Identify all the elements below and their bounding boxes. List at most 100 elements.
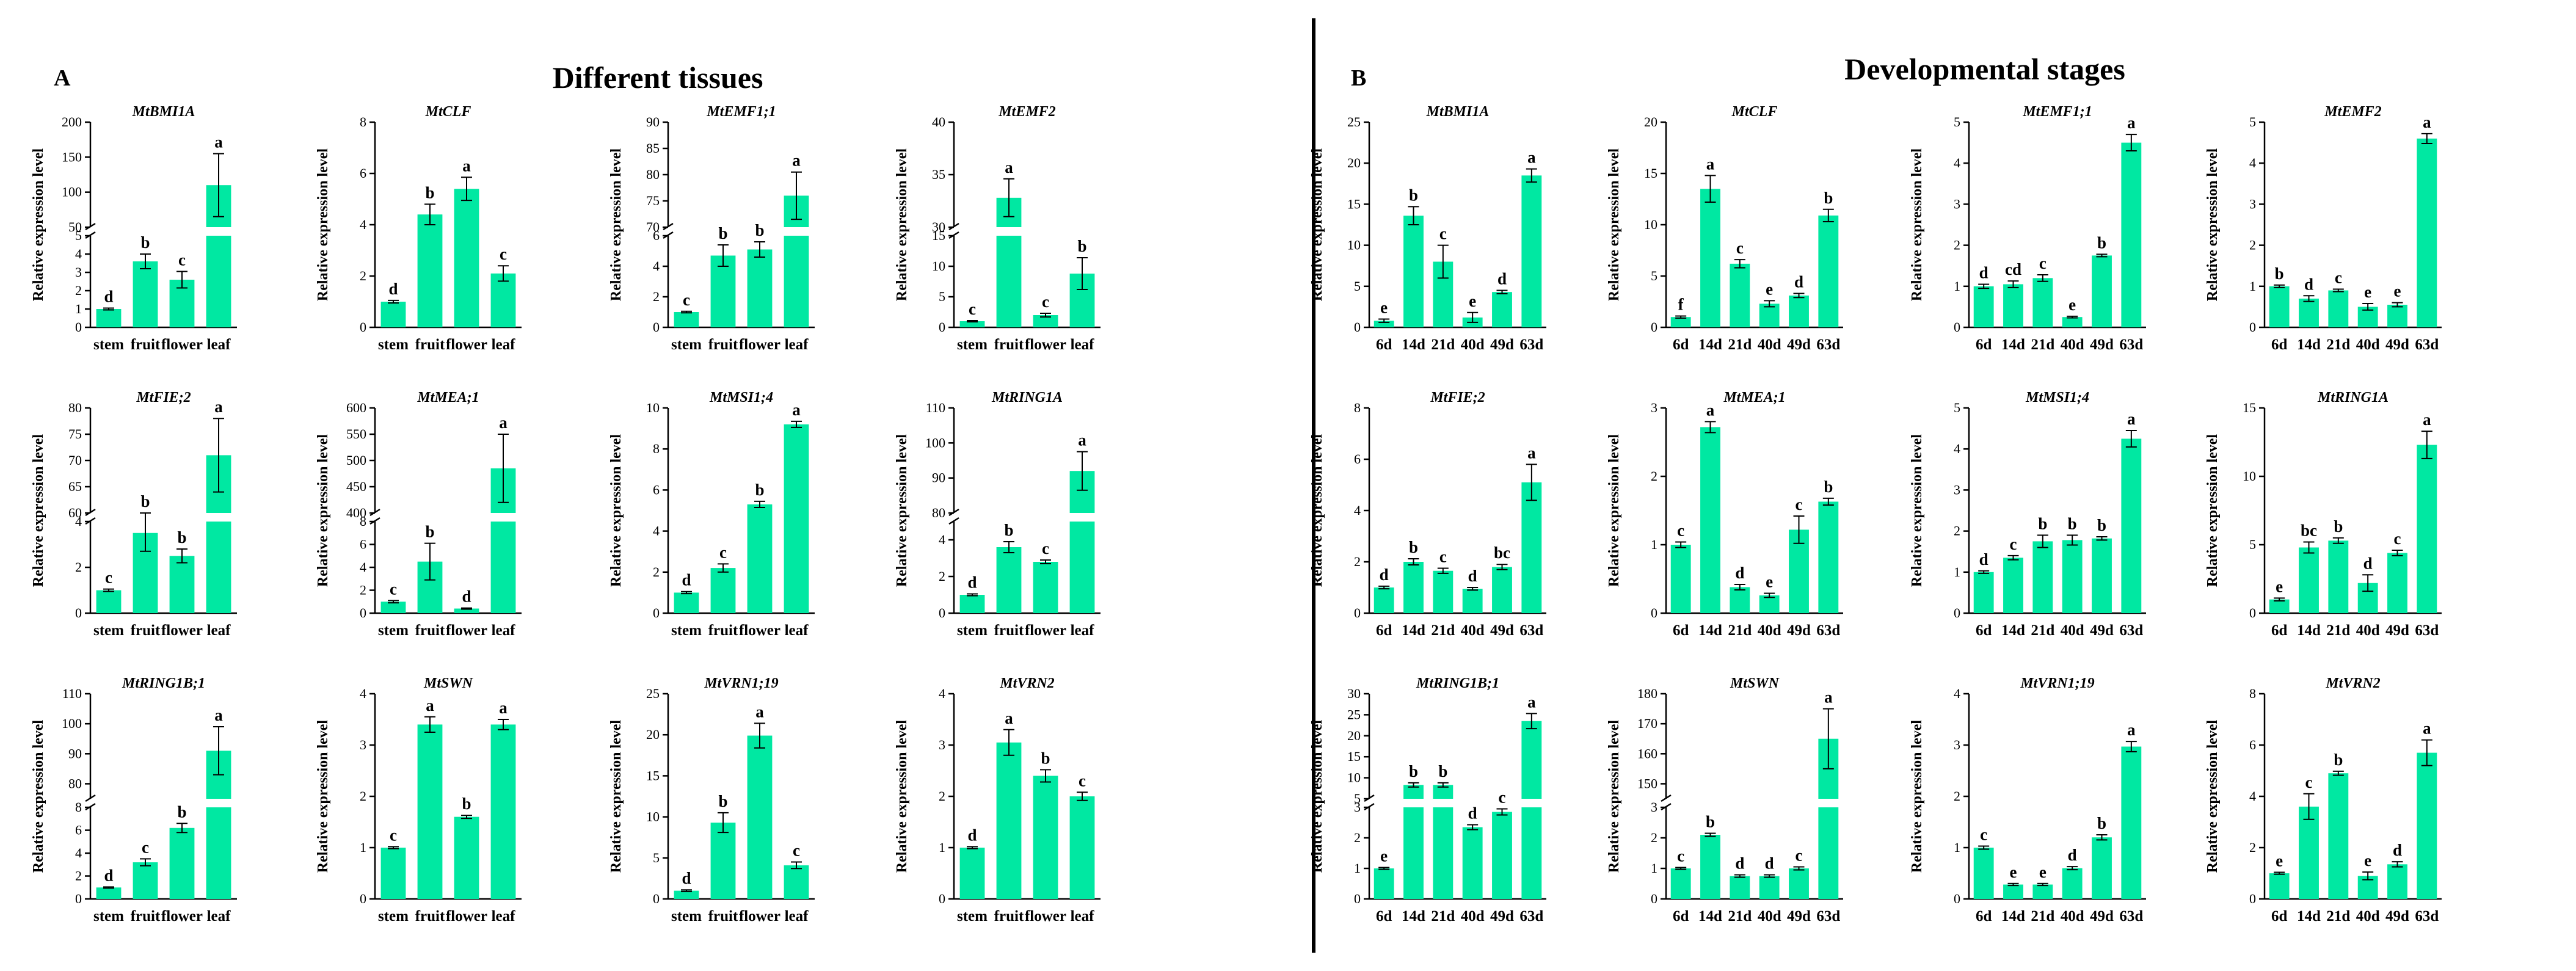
bar (2299, 547, 2319, 613)
y-tick-label: 3 (1354, 799, 1361, 815)
category-label: stem (957, 622, 988, 639)
y-tick-label: 180 (1637, 686, 1657, 701)
significance-letter: b (1438, 762, 1447, 780)
y-tick-label: 2 (360, 583, 366, 598)
bar (1374, 321, 1394, 327)
significance-letter: d (1735, 564, 1744, 582)
y-tick-label: 0 (653, 605, 660, 620)
y-tick-label: 1 (939, 840, 945, 855)
y-tick-label: 4 (360, 686, 366, 701)
bar (710, 255, 736, 327)
y-tick-label: 200 (62, 114, 82, 129)
y-tick-label: 600 (346, 400, 366, 415)
bar (1492, 567, 1512, 613)
category-label: 21d (1728, 908, 1752, 925)
y-tick-label: 8 (1354, 400, 1361, 415)
y-tick-label: 4 (2249, 788, 2256, 804)
y-tick-label: 1 (1954, 564, 1960, 580)
category-label: leaf (492, 908, 516, 925)
significance-letter: b (1409, 762, 1418, 780)
y-tick-label: 3 (1954, 737, 1960, 752)
y-tick-label: 160 (1637, 746, 1657, 761)
y-tick-label: 3 (939, 737, 945, 752)
category-label: 14d (1402, 908, 1425, 925)
bar (2092, 255, 2112, 327)
chart-b-2: 0 5 10 15 20 Relative expression level MtCLF f 6… (1606, 104, 1843, 353)
y-tick-label: 4 (1354, 503, 1361, 518)
y-tick-label: 0 (1954, 891, 1960, 906)
y-tick-label: 400 (346, 505, 366, 520)
significance-letter: e (2276, 851, 2283, 870)
bar (96, 309, 122, 327)
significance-letter: c (683, 291, 690, 309)
bar (959, 848, 985, 899)
bar (1789, 868, 1809, 899)
significance-letter: e (1766, 280, 1773, 298)
significance-letter: d (1765, 854, 1774, 873)
bar (2387, 305, 2407, 327)
chart-title: MtCLF (425, 104, 471, 120)
y-tick-label: 15 (1347, 749, 1361, 764)
y-axis-label: Relative expression level (2205, 434, 2221, 587)
y-tick-label: 30 (1347, 686, 1361, 701)
y-tick-label: 1 (360, 840, 366, 855)
category-label: 6d (1673, 908, 1689, 925)
y-axis-label: Relative expression level (1606, 720, 1622, 873)
category-label: 40d (2061, 908, 2084, 925)
y-tick-label: 6 (360, 537, 366, 552)
significance-letter: c (1980, 825, 1987, 843)
chart-b-5: 0 2 4 6 8 Relative expression level MtFIE;2 d 6d… (1309, 390, 1546, 639)
bar-break-gap (783, 227, 810, 236)
y-axis-label: Relative expression level (608, 148, 624, 302)
y-tick-label: 1 (1954, 840, 1960, 855)
bar (2121, 746, 2142, 899)
bar (2387, 864, 2407, 899)
category-label: fruit (708, 622, 738, 639)
y-tick-label: 0 (653, 319, 660, 335)
bar (1700, 835, 1720, 899)
significance-letter: e (2276, 577, 2283, 595)
category-label: 49d (2385, 622, 2409, 639)
y-tick-label: 2 (653, 564, 660, 580)
significance-letter: f (1678, 296, 1684, 314)
category-label: 63d (1816, 908, 1840, 925)
significance-letter: bc (1494, 544, 1510, 562)
significance-letter: a (214, 398, 223, 416)
category-label: flower (739, 622, 780, 639)
y-tick-label: 550 (346, 426, 366, 442)
y-tick-label: 5 (1354, 278, 1361, 294)
y-tick-label: 65 (68, 479, 82, 494)
significance-letter: a (214, 706, 223, 724)
category-label: 49d (2385, 908, 2409, 925)
bar-break-gap (205, 227, 232, 236)
y-tick-label: 90 (932, 470, 945, 486)
significance-letter: c (793, 842, 800, 860)
significance-letter: d (1979, 550, 1988, 569)
bar (1462, 827, 1483, 899)
bar (996, 742, 1022, 899)
category-label: leaf (1071, 622, 1095, 639)
category-label: 21d (2326, 622, 2350, 639)
y-tick-label: 0 (1354, 891, 1361, 906)
significance-letter: c (719, 543, 727, 561)
bar (2121, 142, 2142, 327)
bar (2032, 884, 2053, 899)
category-label: fruit (415, 336, 445, 353)
y-tick-label: 2 (360, 788, 366, 804)
significance-letter: c (1499, 788, 1506, 807)
category-label: 40d (1758, 908, 1781, 925)
y-axis-label: Relative expression level (1909, 434, 1925, 587)
y-tick-label: 0 (75, 891, 82, 906)
category-label: 14d (2001, 908, 2025, 925)
bar (169, 827, 195, 899)
bar (959, 321, 985, 327)
bar (1818, 215, 1839, 327)
category-label: stem (957, 908, 988, 925)
y-tick-label: 25 (1347, 707, 1361, 722)
chart-a-10: 0 1 2 3 4 Relative expression level MtSWN c stem… (315, 675, 522, 925)
category-label: 21d (2326, 336, 2350, 353)
significance-letter: b (2275, 264, 2284, 283)
y-tick-label: 5 (1954, 400, 1960, 415)
y-tick-label: 2 (75, 868, 82, 884)
category-label: leaf (1071, 336, 1095, 353)
